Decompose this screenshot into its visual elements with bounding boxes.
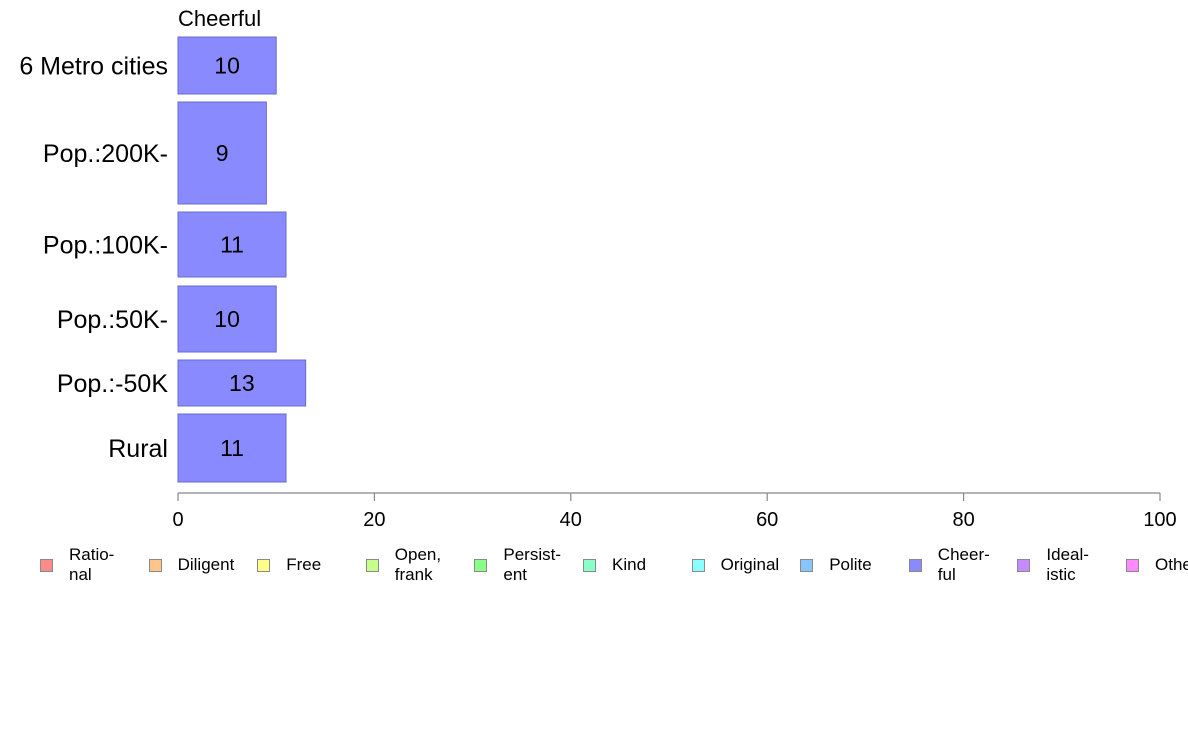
x-tick-label: 80 <box>952 509 974 531</box>
bar <box>177 36 277 95</box>
bar-value-label: 13 <box>229 370 255 396</box>
x-tick-label: 40 <box>560 509 582 531</box>
legend-item: Open, frank <box>365 542 442 588</box>
legend-swatch <box>800 558 814 572</box>
legend-item: Polite <box>800 542 872 588</box>
bar-value-label: 10 <box>214 306 240 332</box>
legend-label: Open, frank <box>394 545 442 584</box>
legend-label: Cheer- ful <box>937 545 990 584</box>
category-label: Rural <box>108 435 168 463</box>
legend-item: Free <box>257 542 321 588</box>
legend-item: Ratio- nal <box>40 542 114 588</box>
category-label: Pop.:200K- <box>43 140 168 168</box>
category-label: 6 Metro cities <box>19 53 168 81</box>
bar-chart: Cheerful 10 9 11 10 13 11 6 Metro cities Pop.:… <box>19 6 1176 531</box>
legend-swatch <box>1017 558 1031 572</box>
legend-item: Others <box>1126 542 1188 588</box>
legend-swatch <box>583 558 596 572</box>
legend-label: Diligent <box>177 555 235 574</box>
bar-value-label: 11 <box>220 435 244 461</box>
legend-swatch <box>691 558 705 572</box>
bar <box>177 211 287 278</box>
bar <box>177 413 287 483</box>
legend-swatch <box>1126 558 1139 572</box>
legend-swatch <box>257 558 271 572</box>
legend-item: Ideal- istic <box>1017 542 1089 588</box>
bar <box>177 101 267 205</box>
legend-label: Free <box>286 555 322 574</box>
bar-value-label: 11 <box>220 232 244 258</box>
category-label: Pop.:50K- <box>57 306 168 334</box>
x-tick-label: 20 <box>363 509 385 531</box>
legend-label: Ideal- istic <box>1046 545 1089 584</box>
chart-title: Cheerful <box>178 6 261 31</box>
legend-item: Diligent <box>148 542 235 588</box>
legend-swatch <box>908 558 922 572</box>
category-label: Pop.:100K- <box>43 232 168 260</box>
legend-swatch <box>365 558 379 572</box>
x-tick-label: 100 <box>1143 509 1176 531</box>
x-tick-label: 60 <box>756 509 778 531</box>
legend-swatch <box>474 558 488 572</box>
legend-item: Cheer- ful <box>908 542 990 588</box>
legend: Ratio- nal Diligent Free Open, frank Persist… <box>0 542 1188 592</box>
bar-value-label: 9 <box>216 140 229 166</box>
legend-swatch <box>40 558 53 572</box>
legend-label: Ratio- nal <box>69 545 115 584</box>
legend-label: Original <box>720 555 780 574</box>
legend-item: Kind <box>583 542 646 588</box>
legend-label: Kind <box>612 555 647 574</box>
legend-item: Persist- ent <box>474 542 561 588</box>
category-label: Pop.:-50K <box>57 370 169 398</box>
bar <box>177 285 277 353</box>
bar-value-label: 10 <box>214 53 240 79</box>
bar <box>177 359 307 407</box>
legend-swatch <box>148 558 162 572</box>
legend-label: Polite <box>829 555 872 574</box>
legend-label: Others <box>1155 555 1188 574</box>
legend-item: Original <box>691 542 780 588</box>
x-tick-label: 0 <box>172 509 183 531</box>
legend-label: Persist- ent <box>503 545 562 584</box>
